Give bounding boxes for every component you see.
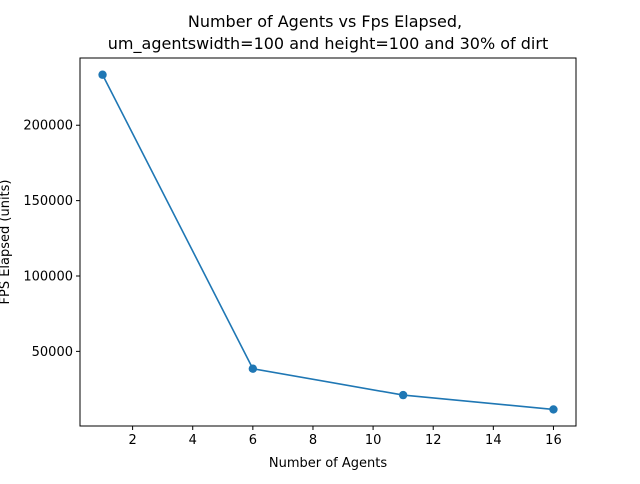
axes-frame [79,57,577,427]
x-axis-label: Number of Agents [269,456,387,471]
y-tick-label-1: 100000 [23,269,73,284]
series-line [101,73,555,411]
x-tick-label-5: 12 [425,433,442,448]
x-tick-label-1: 4 [189,433,197,448]
x-tick-label-0: 2 [128,433,136,448]
x-tick-label-4: 10 [365,433,382,448]
y-tick-label-0: 50000 [32,345,73,360]
x-tick-label-7: 16 [545,433,562,448]
data-point-0 [98,70,107,79]
x-tick-label-6: 14 [485,433,502,448]
x-tick-label-3: 8 [309,433,317,448]
y-tick-label-3: 200000 [23,119,73,134]
data-point-3 [549,405,558,414]
y-tick-label-2: 150000 [23,194,73,209]
x-tick-label-2: 6 [249,433,257,448]
y-axis-label: FPS Elapsed (units) [0,179,13,304]
chart-title-line-1: Number of Agents vs Fps Elapsed, [188,12,462,31]
data-point-2 [398,390,408,400]
chart-title-line-2: um_agentswidth=100 and height=100 and 30… [108,34,548,54]
plot-area: 2 4 6 8 10 12 14 16 50000 100000 150000 200000 [23,57,577,448]
data-point-1 [248,364,258,373]
